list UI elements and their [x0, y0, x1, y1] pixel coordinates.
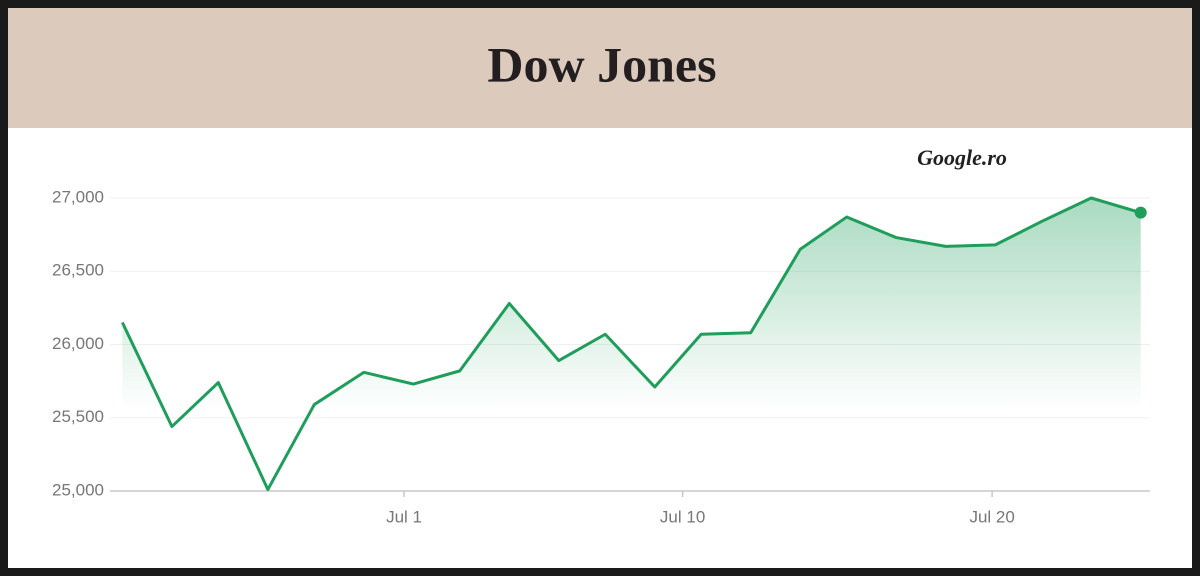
y-tick-label: 25,000: [52, 480, 104, 499]
area: [122, 198, 1141, 491]
y-tick-label: 26,000: [52, 334, 104, 353]
x-tick-label: Jul 20: [969, 507, 1014, 526]
y-tick-label: 27,000: [52, 187, 104, 206]
line: [121, 196, 1142, 492]
y-tick-label: 25,500: [52, 407, 104, 426]
x-tick-label: Jul 10: [660, 507, 705, 526]
source-label: Google.ro: [917, 145, 1007, 170]
end-point: [1134, 206, 1147, 219]
header-band: [8, 8, 1192, 128]
chart-title: Dow Jones: [487, 36, 716, 92]
y-tick-label: 26,500: [52, 261, 104, 280]
x-tick-label: Jul 1: [386, 507, 422, 526]
